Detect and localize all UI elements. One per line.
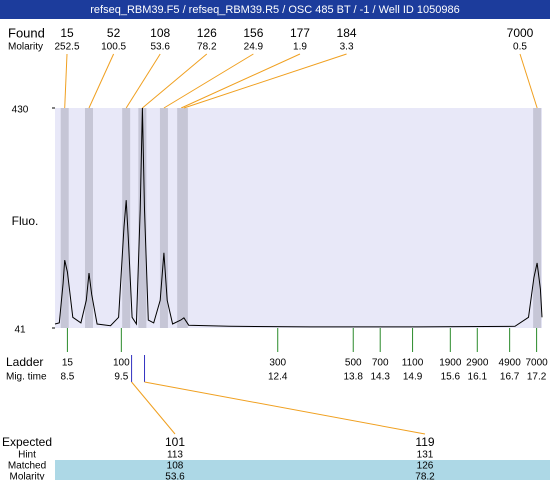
peak-leader: [142, 53, 208, 109]
peak-leader: [183, 53, 347, 109]
peak-leader: [180, 53, 301, 109]
title-bar: [0, 0, 550, 19]
hint-value: 113: [167, 450, 183, 461]
peak-leader: [64, 53, 68, 109]
found-label: Found: [8, 25, 45, 40]
found-size: 156: [243, 26, 263, 40]
found-size: 15: [60, 26, 74, 40]
mig-time: 17.2: [527, 372, 547, 383]
expected-value: 119: [415, 435, 434, 449]
y-tick-label: 41: [14, 325, 26, 336]
found-molarity: 1.9: [293, 42, 307, 53]
y-axis-label: Fluo.: [12, 214, 39, 228]
peak-band: [138, 108, 147, 328]
mig-time: 14.9: [403, 372, 423, 383]
peak-leader: [88, 53, 115, 109]
peak-band: [159, 108, 168, 328]
peak-band: [533, 108, 542, 328]
hint-value: 131: [417, 450, 434, 461]
trace: [54, 107, 543, 328]
mig-time: 14.3: [370, 372, 390, 383]
mig-time-label: Mig. time: [6, 372, 47, 383]
found-molarity: 0.5: [513, 42, 527, 53]
chart-title: refseq_RBM39.F5 / refseq_RBM39.R5 / OSC …: [90, 4, 460, 16]
matched-value: 108: [167, 461, 184, 472]
found-size: 184: [337, 26, 357, 40]
found-size: 52: [107, 26, 121, 40]
ladder-size: 15: [62, 358, 74, 369]
ladder-label: Ladder: [6, 355, 43, 369]
ladder-size: 2900: [466, 358, 489, 369]
peak-band: [122, 108, 131, 328]
mig-time: 16.1: [468, 372, 488, 383]
found-molarity: 100.5: [101, 42, 126, 53]
matched-band: [55, 460, 550, 480]
plot-area: [55, 108, 542, 328]
molarity-value: 78.2: [415, 472, 435, 480]
found-molarity: 53.6: [150, 42, 170, 53]
hint-leader: [144, 381, 426, 435]
mig-time: 16.7: [500, 372, 520, 383]
peak-band: [60, 108, 69, 328]
molarity-value: 53.6: [165, 472, 185, 480]
ladder-size: 1100: [402, 358, 424, 369]
peak-leader: [163, 53, 254, 109]
ladder-size: 300: [269, 358, 286, 369]
mig-time: 8.5: [60, 372, 74, 383]
expected-row-label: Matched: [8, 461, 46, 472]
ladder-size: 7000: [525, 358, 548, 369]
peak-leader: [125, 53, 161, 109]
peak-band: [84, 108, 93, 328]
ladder-size: 500: [345, 358, 362, 369]
found-size: 108: [150, 26, 170, 40]
found-molarity: 24.9: [244, 42, 264, 53]
ladder-size: 1900: [439, 358, 462, 369]
y-tick-label: 430: [12, 105, 29, 116]
found-molarity: 78.2: [197, 42, 217, 53]
expected-row-label: Molarity: [9, 472, 44, 480]
expected-row-label: Hint: [18, 450, 36, 461]
matched-value: 126: [417, 461, 434, 472]
mig-time: 15.6: [441, 372, 461, 383]
found-molarity: 252.5: [54, 42, 79, 53]
found-size: 177: [290, 26, 310, 40]
hint-leader: [131, 381, 176, 435]
peak-leader: [519, 53, 538, 109]
found-size: 7000: [507, 26, 534, 40]
expected-row-label: Expected: [2, 435, 52, 449]
mig-time: 9.5: [114, 372, 128, 383]
ladder-size: 100: [113, 358, 130, 369]
peak-band: [179, 108, 188, 328]
ladder-size: 700: [372, 358, 389, 369]
found-size: 126: [197, 26, 217, 40]
ladder-size: 4900: [499, 358, 522, 369]
found-molarity: 3.3: [340, 42, 354, 53]
molarity-label: Molarity: [8, 42, 43, 53]
expected-value: 101: [165, 435, 185, 449]
mig-time: 12.4: [268, 372, 288, 383]
mig-time: 13.8: [344, 372, 364, 383]
